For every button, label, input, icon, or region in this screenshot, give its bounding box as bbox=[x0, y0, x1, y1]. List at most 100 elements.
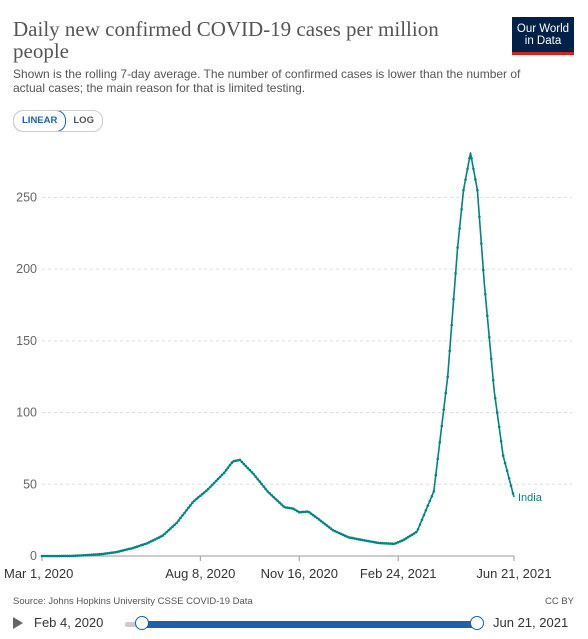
data-point bbox=[298, 510, 301, 514]
data-point bbox=[430, 494, 434, 498]
data-point bbox=[333, 529, 337, 533]
data-point bbox=[503, 461, 507, 465]
brand-logo[interactable]: Our World in Data bbox=[512, 17, 574, 55]
series-label-india: India bbox=[518, 492, 543, 504]
data-point bbox=[495, 411, 499, 414]
data-point bbox=[169, 527, 172, 530]
data-point bbox=[153, 538, 157, 541]
data-point bbox=[286, 506, 289, 510]
data-point bbox=[292, 507, 295, 511]
license-badge[interactable]: CC BY bbox=[544, 596, 574, 607]
data-point bbox=[252, 472, 256, 476]
data-point bbox=[84, 553, 87, 557]
y-tick-label: 150 bbox=[16, 334, 37, 348]
x-tick-label: Mar 1, 2020 bbox=[4, 566, 73, 581]
data-point bbox=[56, 554, 60, 558]
chart-title: Daily new confirmed COVID-19 cases per m… bbox=[13, 17, 439, 63]
x-tick-label: Nov 16, 2020 bbox=[261, 566, 338, 581]
data-point bbox=[446, 375, 450, 378]
data-point bbox=[282, 505, 285, 508]
data-point bbox=[489, 357, 493, 361]
data-point bbox=[414, 530, 418, 534]
y-tick-label: 200 bbox=[16, 262, 37, 276]
data-point bbox=[450, 323, 454, 327]
chart-series: India bbox=[40, 152, 543, 558]
data-point bbox=[394, 541, 398, 545]
data-point bbox=[373, 540, 376, 544]
data-point bbox=[230, 461, 234, 464]
data-point bbox=[238, 458, 242, 462]
data-point bbox=[246, 466, 250, 470]
data-point bbox=[464, 178, 467, 181]
data-point bbox=[468, 156, 471, 160]
data-point bbox=[108, 551, 111, 555]
data-point bbox=[161, 534, 164, 537]
data-point bbox=[179, 516, 182, 520]
data-point bbox=[400, 539, 404, 542]
data-point bbox=[410, 533, 414, 536]
data-point bbox=[476, 188, 479, 192]
timeline-end-handle[interactable] bbox=[470, 616, 484, 630]
data-point bbox=[222, 471, 226, 475]
data-point bbox=[436, 457, 440, 461]
source-note[interactable]: Source: Johns Hopkins University CSSE CO… bbox=[13, 596, 253, 607]
data-point bbox=[444, 391, 448, 395]
data-point bbox=[339, 532, 343, 536]
data-point bbox=[307, 510, 311, 514]
play-icon[interactable] bbox=[13, 617, 23, 629]
timeline-start-handle[interactable] bbox=[135, 616, 149, 630]
data-point bbox=[177, 519, 180, 522]
data-point bbox=[499, 439, 503, 443]
data-point bbox=[389, 542, 392, 545]
data-point bbox=[48, 554, 52, 558]
data-point bbox=[462, 188, 465, 192]
x-tick-label: Jun 21, 2021 bbox=[476, 566, 551, 581]
data-point bbox=[434, 473, 438, 477]
data-point bbox=[402, 538, 406, 541]
data-point bbox=[361, 538, 364, 542]
data-point bbox=[454, 272, 457, 275]
data-point bbox=[42, 554, 46, 558]
data-point bbox=[240, 460, 244, 464]
linear-scale-button[interactable]: LINEAR bbox=[13, 111, 67, 131]
data-point bbox=[396, 540, 400, 544]
data-point bbox=[76, 554, 79, 557]
data-point bbox=[151, 539, 155, 542]
data-point bbox=[214, 479, 218, 483]
x-tick-label: Feb 24, 2021 bbox=[360, 566, 437, 581]
scale-toggle: LINEAR LOG bbox=[13, 110, 103, 132]
data-point bbox=[268, 492, 271, 495]
timeline-track-selected[interactable] bbox=[142, 621, 477, 628]
data-point bbox=[428, 499, 432, 503]
data-point bbox=[416, 528, 420, 531]
data-point bbox=[98, 552, 101, 556]
data-point bbox=[46, 554, 50, 558]
log-scale-button[interactable]: LOG bbox=[73, 115, 94, 126]
data-point bbox=[404, 537, 408, 540]
data-point bbox=[357, 538, 360, 541]
data-point bbox=[466, 167, 469, 171]
data-point bbox=[165, 530, 168, 534]
data-point bbox=[185, 509, 188, 512]
data-point bbox=[40, 554, 44, 558]
data-point bbox=[218, 475, 222, 479]
data-point bbox=[66, 554, 69, 558]
data-point bbox=[212, 481, 216, 485]
data-point bbox=[123, 548, 127, 552]
data-point bbox=[68, 554, 71, 558]
data-point bbox=[456, 246, 459, 249]
data-point bbox=[242, 462, 246, 466]
data-point bbox=[406, 535, 410, 539]
data-point bbox=[408, 534, 412, 538]
data-point bbox=[90, 553, 93, 557]
data-point bbox=[491, 379, 495, 382]
data-point bbox=[301, 510, 305, 514]
data-point bbox=[149, 540, 153, 543]
data-point bbox=[88, 553, 91, 557]
data-point bbox=[203, 491, 206, 494]
data-point bbox=[52, 554, 56, 558]
data-point bbox=[385, 542, 388, 545]
y-axis: 0 50 100 150 200 250 bbox=[16, 190, 37, 563]
data-point bbox=[195, 497, 198, 501]
timeline-track-unselected[interactable] bbox=[125, 622, 143, 627]
